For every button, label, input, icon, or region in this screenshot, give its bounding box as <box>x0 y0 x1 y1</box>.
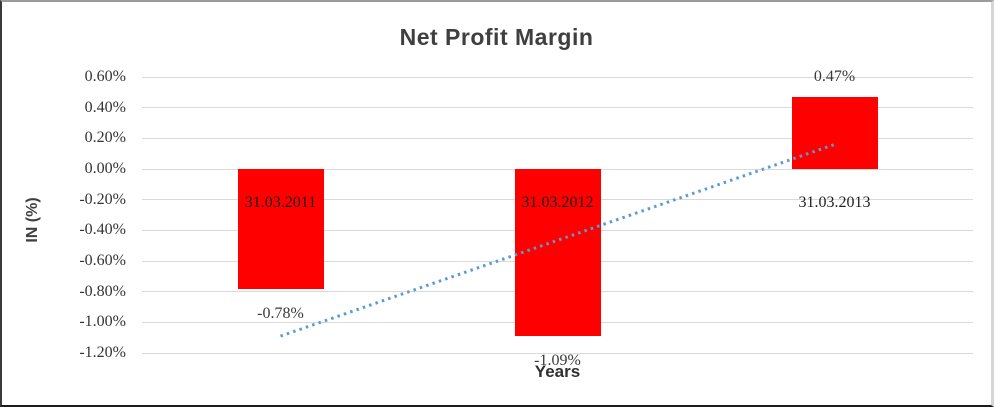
x-axis-category-label: 31.03.2012 <box>521 194 594 211</box>
y-axis-tick-label: 0.40% <box>84 98 126 116</box>
y-axis-tick-label: 0.00% <box>84 160 126 177</box>
bar-data-label: -1.09% <box>534 352 581 370</box>
bar-data-label: 0.47% <box>813 67 856 85</box>
gridline <box>142 76 973 78</box>
x-axis-category-label: 31.03.2011 <box>244 194 317 211</box>
x-axis-category-label: 31.03.2013 <box>798 194 871 211</box>
bar-data-label: -0.78% <box>257 304 304 322</box>
chart-title: Net Profit Margin <box>399 24 594 50</box>
gridline <box>142 107 973 109</box>
y-axis-tick-label: -0.20% <box>79 190 126 208</box>
x-axis-title: Years <box>534 362 581 381</box>
bar-31.03.2013[interactable] <box>791 96 878 169</box>
y-axis-tick-label: 0.20% <box>84 129 126 147</box>
gridline <box>142 137 973 139</box>
y-axis-tick-label: -1.00% <box>79 313 126 331</box>
y-axis-tick-label: -0.80% <box>79 282 126 300</box>
gridline <box>142 352 973 354</box>
bar-31.03.2011[interactable] <box>237 169 324 289</box>
y-axis-tick-label: -0.60% <box>79 252 126 269</box>
y-axis-tick-label: -0.40% <box>79 221 126 239</box>
y-axis-tick-label: -1.20% <box>79 344 126 361</box>
y-axis-tick-label: 0.60% <box>84 68 126 85</box>
